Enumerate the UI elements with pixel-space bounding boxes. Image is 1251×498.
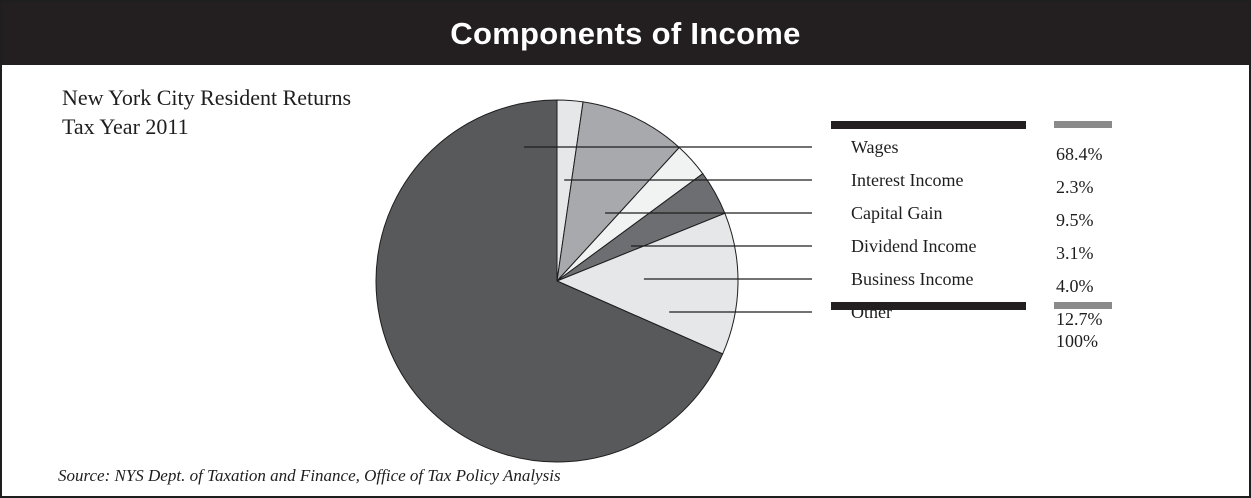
legend-label-wages: Wages xyxy=(851,137,899,157)
legend-rule-top-dark xyxy=(831,121,1026,129)
legend-value-dividend-income: 3.1% xyxy=(1056,243,1094,263)
legend-total: 100% xyxy=(1056,331,1098,351)
legend-rule-bottom-dark xyxy=(831,302,1026,310)
source-note: Source: NYS Dept. of Taxation and Financ… xyxy=(58,466,561,485)
subtitle-line-1: New York City Resident Returns xyxy=(62,85,352,110)
pie-slice-other xyxy=(555,212,739,355)
pie-slice-wages xyxy=(375,99,724,463)
legend-rule-bottom-gray xyxy=(1054,302,1112,309)
legend-label-interest-income: Interest Income xyxy=(851,170,963,190)
legend-value-capital-gain: 9.5% xyxy=(1056,210,1094,230)
subtitle-line-2: Tax Year 2011 xyxy=(62,114,189,139)
legend-value-wages: 68.4% xyxy=(1056,144,1103,164)
legend-label-capital-gain: Capital Gain xyxy=(851,203,942,223)
chart-title: Components of Income xyxy=(2,2,1249,65)
legend-value-interest-income: 2.3% xyxy=(1056,177,1094,197)
legend-value-other: 12.7% xyxy=(1056,309,1103,329)
legend-rule-top-gray xyxy=(1054,121,1112,128)
chart-subtitle: New York City Resident Returns Tax Year … xyxy=(62,83,351,141)
legend-label-dividend-income: Dividend Income xyxy=(851,236,976,256)
legend-value-business-income: 4.0% xyxy=(1056,276,1094,296)
legend-label-business-income: Business Income xyxy=(851,269,973,289)
